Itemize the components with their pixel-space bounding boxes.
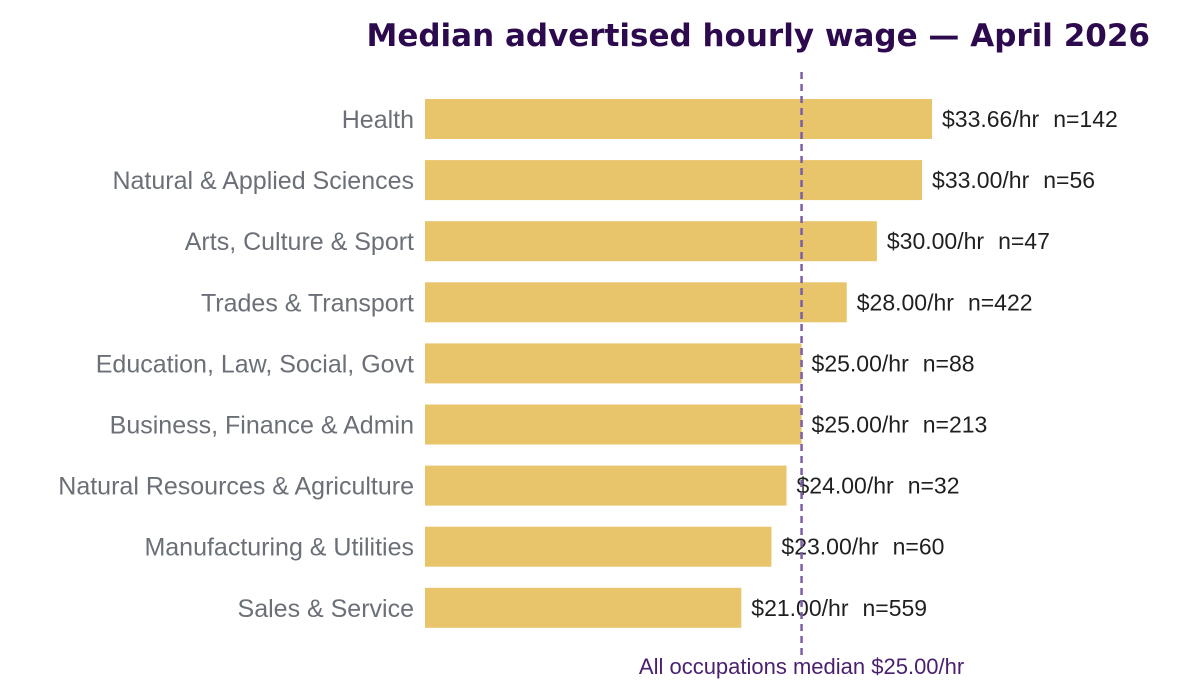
category-label: Manufacturing & Utilities: [144, 534, 414, 562]
value-label: $24.00/hr n=32: [796, 473, 959, 499]
bar: [425, 587, 742, 628]
bar: [425, 404, 802, 445]
value-text: $33.66/hr: [942, 106, 1040, 132]
value-text: $21.00/hr: [751, 595, 849, 621]
count-text: n=142: [1053, 106, 1118, 132]
value-text: $23.00/hr: [781, 534, 879, 560]
value-labels: $33.66/hr n=142 $33.00/hr n=56 $30.00/hr n=47…: [751, 106, 1118, 621]
value-label: $33.66/hr n=142: [942, 106, 1118, 132]
category-label: Sales & Service: [238, 595, 414, 623]
bar: [425, 160, 923, 201]
value-label: $25.00/hr n=213: [812, 412, 988, 438]
median-reference-label: All occupations median $25.00/hr: [639, 654, 964, 679]
bar: [425, 221, 877, 262]
value-label: $25.00/hr n=88: [812, 350, 975, 376]
count-text: n=32: [908, 473, 960, 499]
count-text: n=56: [1043, 167, 1095, 193]
category-labels: Health Natural & Applied Sciences Arts, Cu…: [58, 106, 414, 623]
value-label: $30.00/hr n=47: [887, 228, 1050, 254]
bar: [425, 343, 802, 384]
value-label: $21.00/hr n=559: [751, 595, 927, 621]
category-label: Natural Resources & Agriculture: [58, 473, 414, 501]
chart-title: Median advertised hourly wage — April 20…: [366, 18, 1150, 54]
value-text: $28.00/hr: [857, 289, 955, 315]
count-text: n=559: [863, 595, 928, 621]
value-text: $25.00/hr: [812, 350, 910, 376]
category-label: Arts, Culture & Sport: [185, 228, 414, 256]
bar: [425, 99, 932, 139]
category-label: Health: [342, 106, 414, 134]
count-text: n=47: [998, 228, 1050, 254]
value-label: $33.00/hr n=56: [932, 167, 1095, 193]
value-text: $30.00/hr: [887, 228, 985, 254]
bars-group: [425, 99, 932, 628]
category-label: Education, Law, Social, Govt: [96, 350, 414, 378]
bar: [425, 465, 787, 506]
bar: [425, 282, 847, 323]
count-text: n=60: [893, 534, 945, 560]
value-label: $28.00/hr n=422: [857, 289, 1033, 315]
value-text: $25.00/hr: [812, 412, 910, 438]
category-label: Trades & Transport: [201, 289, 414, 317]
category-label: Business, Finance & Admin: [110, 412, 414, 440]
value-text: $24.00/hr: [796, 473, 894, 499]
count-text: n=213: [923, 412, 988, 438]
bar: [425, 526, 772, 567]
count-text: n=88: [923, 350, 975, 376]
value-label: $23.00/hr n=60: [781, 534, 944, 560]
count-text: n=422: [968, 289, 1033, 315]
value-text: $33.00/hr: [932, 167, 1030, 193]
category-label: Natural & Applied Sciences: [112, 167, 414, 195]
